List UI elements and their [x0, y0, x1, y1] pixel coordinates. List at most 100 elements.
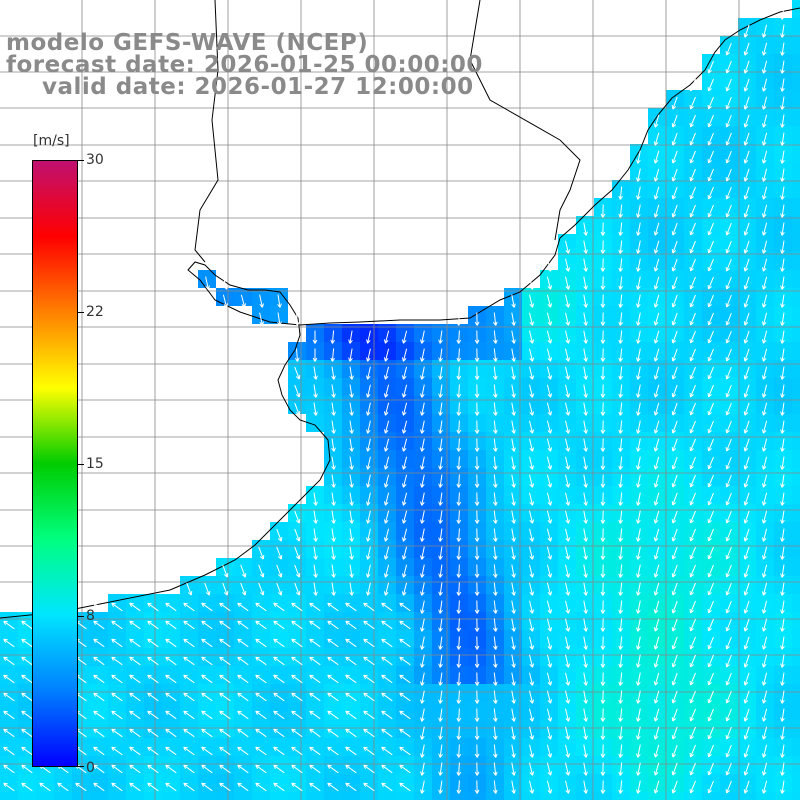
wind-speed-cell [378, 648, 396, 666]
wind-speed-cell [666, 288, 684, 306]
wind-speed-cell [666, 666, 684, 684]
wind-arrow [762, 114, 768, 128]
wind-arrow-head [671, 681, 674, 686]
wind-arrow-head [547, 286, 551, 290]
colorbar-tick-mark [78, 464, 84, 465]
wind-arrow-head [385, 412, 389, 416]
wind-arrow-head [653, 645, 656, 650]
wind-arrow-head [291, 620, 296, 623]
wind-arrow [654, 636, 660, 650]
wind-arrow [183, 692, 195, 702]
wind-arrow-head [474, 753, 478, 758]
wind-arrow [708, 672, 714, 686]
wind-speed-cell [504, 594, 522, 612]
wind-arrow-head [421, 501, 425, 506]
wind-arrow [402, 384, 408, 398]
wind-arrow-head [351, 411, 354, 416]
wind-speed-cell [324, 720, 342, 738]
wind-arrow [781, 6, 785, 20]
wind-arrow [331, 420, 335, 434]
wind-arrow [458, 510, 460, 524]
wind-arrow-head [618, 285, 621, 290]
wind-speed-cell [630, 162, 648, 180]
wind-arrow-head [636, 681, 639, 686]
wind-arrow-head [744, 430, 749, 434]
wind-arrow-head [21, 710, 26, 713]
wind-arrow-head [219, 620, 224, 623]
wind-arrow-head [349, 591, 353, 596]
wind-speed-cell [216, 666, 234, 684]
wind-arrow [708, 690, 714, 704]
wind-speed-cell [702, 126, 720, 144]
wind-arrow-head [476, 609, 480, 614]
wind-arrow [654, 294, 660, 308]
wind-arrow-head [420, 681, 423, 686]
wind-arrow-head [618, 303, 621, 308]
wind-speed-cell [540, 360, 558, 378]
wind-arrow-head [763, 160, 767, 164]
wind-arrow-head [291, 620, 294, 626]
wind-arrow-head [147, 620, 152, 623]
wind-arrow [381, 620, 393, 630]
wind-arrow-head [383, 537, 386, 542]
wind-speed-cell [774, 252, 792, 270]
wind-arrow-head [690, 214, 694, 218]
wind-arrow-head [781, 105, 785, 110]
wind-arrow-head [241, 592, 246, 596]
wind-arrow [744, 456, 750, 470]
wind-speed-cell [90, 630, 108, 648]
wind-arrow-head [600, 465, 604, 470]
wind-arrow-head [547, 700, 551, 704]
wind-arrow-head [93, 746, 98, 749]
wind-speed-cell [504, 378, 522, 396]
wind-arrow [744, 168, 750, 182]
wind-arrow-head [255, 728, 258, 734]
wind-arrow-head [744, 322, 749, 326]
wind-arrow-head [780, 429, 783, 434]
wind-arrow-head [726, 232, 731, 236]
wind-arrow-head [273, 692, 276, 698]
wind-arrow [93, 620, 105, 630]
wind-arrow-head [532, 411, 535, 416]
wind-arrow-head [331, 573, 335, 578]
wind-arrow-head [671, 393, 674, 398]
wind-arrow [511, 456, 515, 470]
wind-arrow-head [476, 717, 480, 722]
wind-arrow-head [458, 663, 462, 668]
wind-arrow-head [351, 429, 354, 434]
wind-arrow-head [654, 646, 659, 650]
wind-speed-cell [144, 720, 162, 738]
wind-arrow [384, 420, 390, 434]
wind-arrow-head [619, 735, 624, 740]
wind-arrow [219, 602, 231, 612]
wind-arrow [654, 312, 660, 326]
wind-arrow [726, 690, 732, 704]
wind-speed-cell [126, 648, 144, 666]
wind-speed-cell [360, 504, 378, 522]
wind-arrow [637, 456, 641, 470]
wind-speed-cell [216, 720, 234, 738]
wind-arrow-head [672, 664, 677, 668]
wind-arrow [313, 546, 317, 560]
wind-arrow [546, 276, 552, 290]
wind-arrow [762, 600, 768, 614]
wind-arrow-head [600, 231, 604, 236]
wind-arrow-head [421, 573, 425, 578]
wind-arrow-head [363, 710, 366, 716]
wind-speed-cell [684, 558, 702, 576]
wind-arrow [690, 456, 696, 470]
wind-arrow-head [511, 429, 515, 434]
wind-arrow-head [458, 699, 462, 704]
wind-arrow [421, 492, 425, 506]
wind-arrow [493, 618, 497, 632]
wind-arrow-head [93, 620, 96, 626]
wind-arrow-head [672, 394, 677, 398]
wind-speed-cell [72, 792, 90, 800]
wind-arrow-head [547, 322, 551, 326]
wind-arrow-head [725, 321, 728, 326]
wind-arrow [402, 492, 408, 506]
wind-speed-cell [558, 486, 576, 504]
wind-arrow-head [636, 411, 639, 416]
wind-arrow-head [3, 728, 8, 731]
wind-speed-cell [126, 684, 144, 702]
